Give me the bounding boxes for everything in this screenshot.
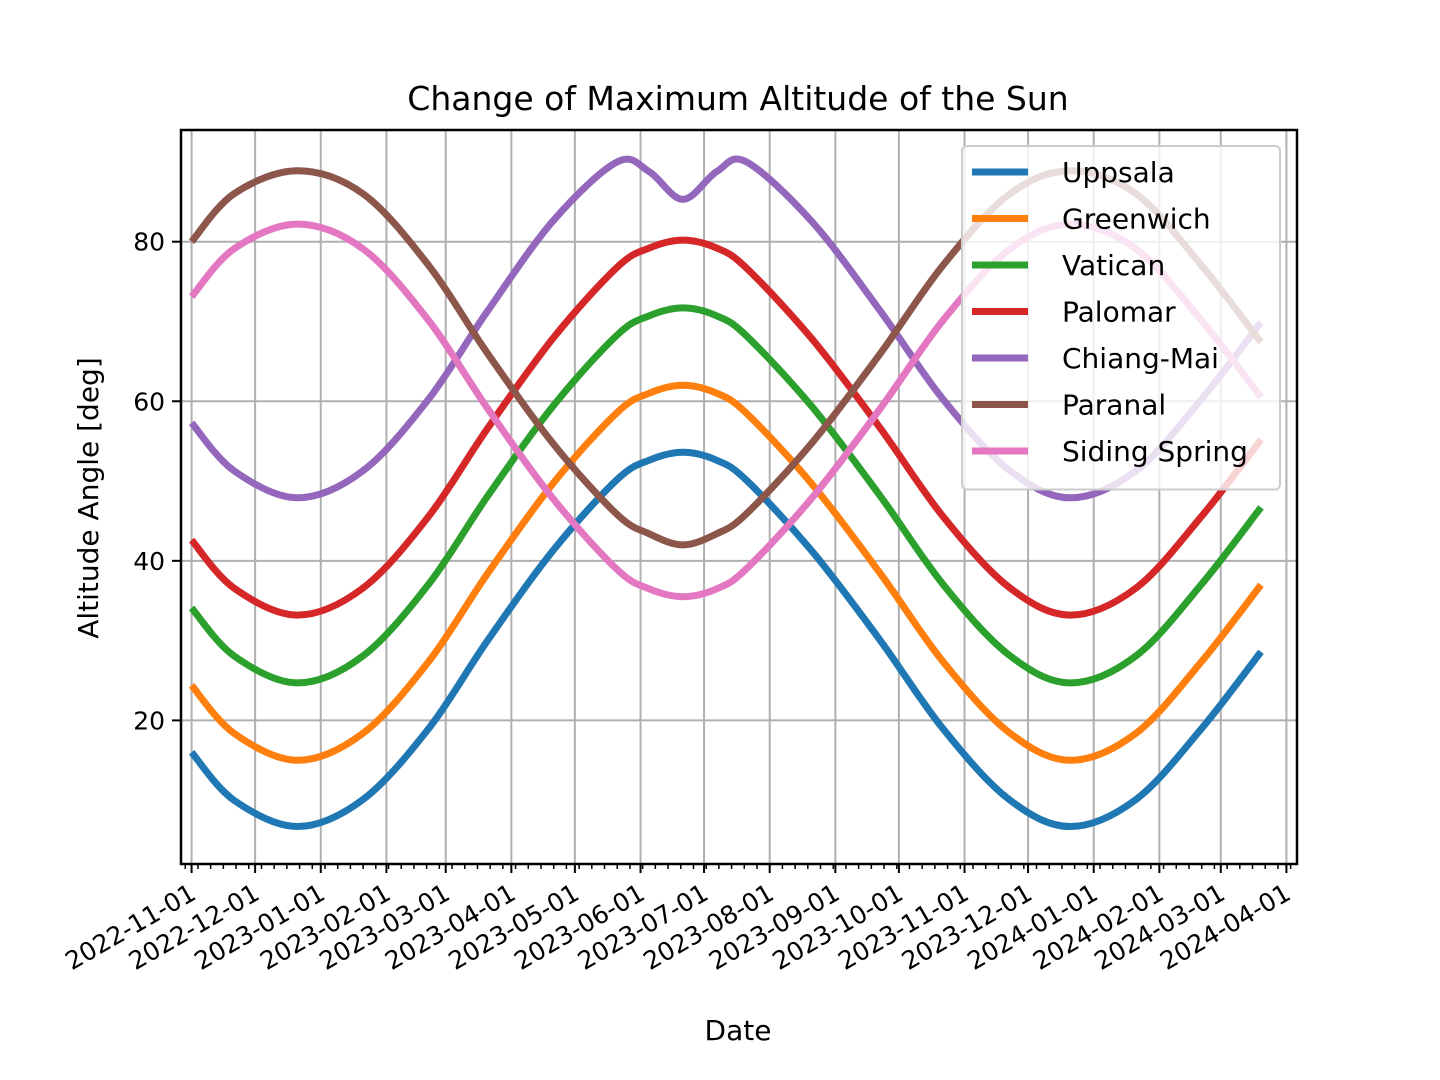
legend-label: Paranal <box>1062 389 1166 422</box>
legend-label: Uppsala <box>1062 156 1175 189</box>
y-tick-label: 80 <box>133 228 165 257</box>
series-line-uppsala <box>188 448 1264 831</box>
legend-label: Siding Spring <box>1062 435 1248 468</box>
y-axis-label: Altitude Angle [deg] <box>72 357 105 639</box>
chart-title: Change of Maximum Altitude of the Sun <box>407 79 1068 118</box>
legend-box <box>961 145 1281 491</box>
y-tick-label: 60 <box>133 387 165 416</box>
y-tick-label: 40 <box>133 547 165 576</box>
series-line-chiang-mai <box>188 155 1264 502</box>
legend-label: Chiang-Mai <box>1062 342 1219 375</box>
y-tick-label: 20 <box>133 706 165 735</box>
legend-label: Greenwich <box>1062 203 1211 236</box>
x-axis-label: Date <box>705 1014 772 1047</box>
legend: Uppsala Greenwich Vatican Palomar Chiang-Mai… <box>961 145 1281 491</box>
legend-label: Vatican <box>1062 249 1165 282</box>
series-line-vatican <box>188 304 1264 687</box>
plot-frame <box>179 128 1299 866</box>
legend-label: Palomar <box>1062 296 1176 329</box>
series-line-palomar <box>188 236 1264 619</box>
series-line-greenwich <box>188 381 1264 764</box>
series-layer <box>188 155 1264 831</box>
